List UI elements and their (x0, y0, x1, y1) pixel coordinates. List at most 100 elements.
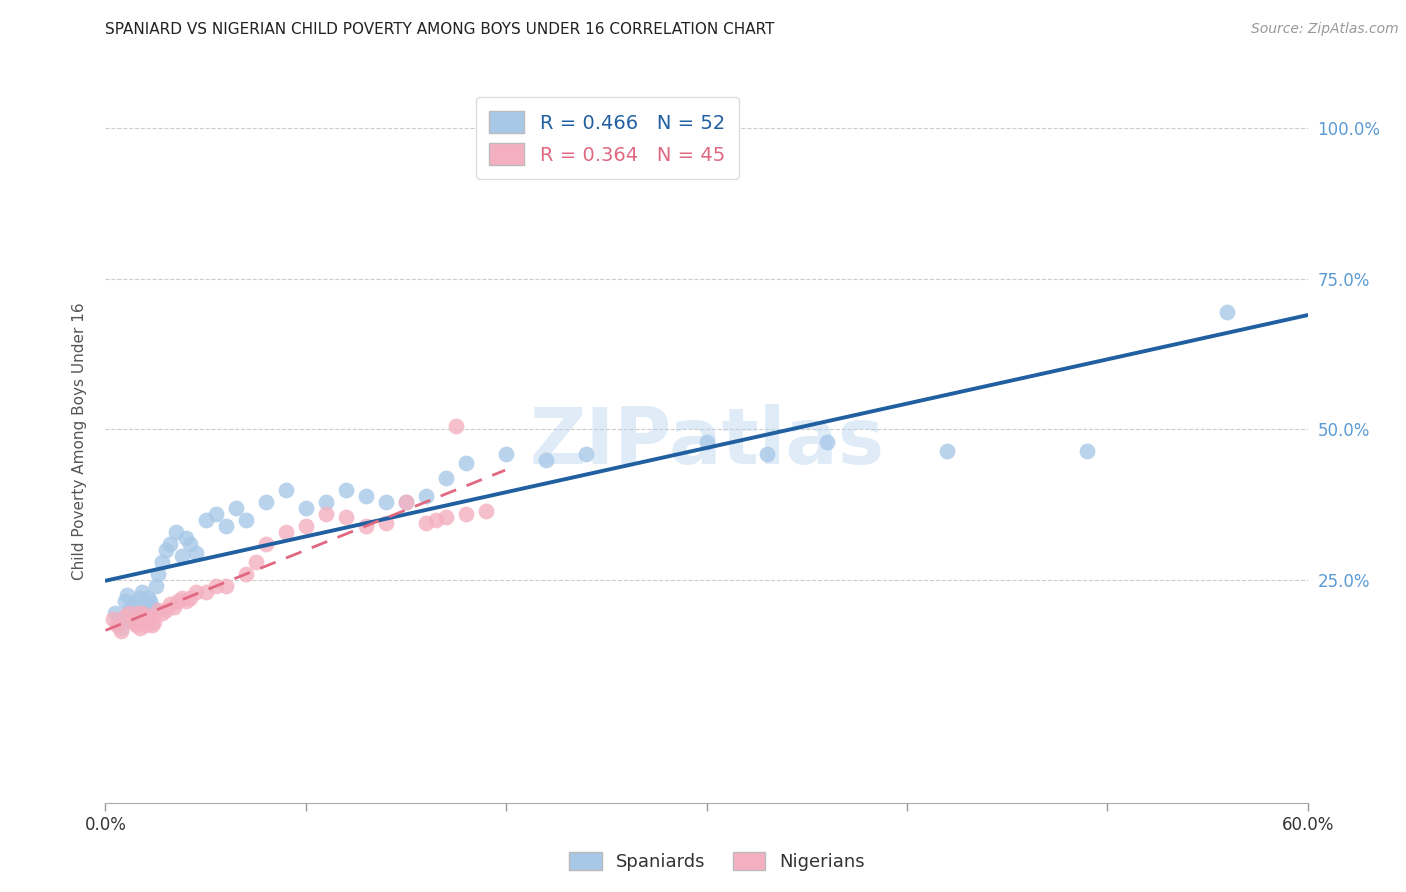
Point (179, 591, 201, 606)
Legend: R = 0.466   N = 52, R = 0.364   N = 45: R = 0.466 N = 52, R = 0.364 N = 45 (475, 97, 738, 179)
Point (141, 618, 163, 632)
Point (434, 509, 457, 524)
Point (434, 471, 457, 485)
Point (295, 500, 318, 515)
Point (127, 606, 149, 620)
Text: SPANIARD VS NIGERIAN CHILD POVERTY AMONG BOYS UNDER 16 CORRELATION CHART: SPANIARD VS NIGERIAN CHILD POVERTY AMONG… (105, 22, 775, 37)
Point (122, 615, 145, 630)
Point (117, 588, 139, 602)
Point (118, 603, 141, 617)
Point (815, 434, 838, 449)
Point (495, 447, 517, 461)
Point (107, 618, 129, 632)
Point (114, 594, 136, 608)
Point (415, 516, 437, 530)
Point (162, 600, 184, 615)
Point (104, 606, 127, 620)
Point (425, 513, 447, 527)
Point (128, 621, 150, 635)
Point (454, 507, 477, 521)
Point (254, 537, 277, 551)
Point (131, 606, 153, 620)
Point (335, 509, 357, 524)
Point (170, 591, 193, 606)
Point (155, 603, 177, 617)
Point (150, 555, 173, 569)
Point (295, 519, 318, 533)
Point (274, 524, 297, 539)
Point (235, 513, 257, 527)
Point (121, 612, 143, 626)
Point (444, 419, 467, 434)
Point (165, 524, 187, 539)
Point (696, 434, 718, 449)
Point (103, 612, 125, 626)
Point (110, 624, 132, 639)
Point (179, 537, 201, 551)
Text: ZIPatlas: ZIPatlas (529, 403, 884, 480)
Point (108, 612, 131, 626)
Point (534, 452, 557, 467)
Point (118, 606, 141, 620)
Point (254, 495, 277, 509)
Point (1076, 443, 1098, 458)
Point (146, 567, 169, 582)
Point (204, 507, 226, 521)
Point (335, 483, 357, 497)
Point (174, 531, 197, 545)
Point (135, 597, 157, 611)
Point (150, 606, 173, 620)
Point (138, 609, 160, 624)
Point (374, 495, 398, 509)
Point (114, 609, 136, 624)
Point (395, 495, 418, 509)
Point (135, 618, 157, 632)
Y-axis label: Child Poverty Among Boys Under 16: Child Poverty Among Boys Under 16 (72, 302, 87, 581)
Point (214, 579, 236, 593)
Point (755, 447, 778, 461)
Point (194, 513, 217, 527)
Point (127, 606, 149, 620)
Point (166, 594, 188, 608)
Legend: Spaniards, Nigerians: Spaniards, Nigerians (562, 845, 872, 879)
Point (575, 447, 598, 461)
Point (136, 612, 159, 626)
Point (131, 585, 153, 599)
Point (315, 495, 337, 509)
Point (194, 585, 217, 599)
Point (245, 555, 267, 569)
Point (145, 579, 167, 593)
Point (124, 618, 146, 632)
Point (274, 483, 297, 497)
Text: Source: ZipAtlas.com: Source: ZipAtlas.com (1251, 22, 1399, 37)
Point (1216, 305, 1239, 319)
Point (315, 507, 337, 521)
Point (159, 537, 181, 551)
Point (132, 603, 155, 617)
Point (415, 489, 437, 503)
Point (354, 519, 377, 533)
Point (141, 600, 163, 615)
Point (214, 519, 236, 533)
Point (155, 542, 177, 557)
Point (395, 495, 418, 509)
Point (374, 516, 398, 530)
Point (132, 612, 155, 626)
Point (174, 594, 197, 608)
Point (184, 585, 207, 599)
Point (146, 603, 169, 617)
Point (170, 549, 193, 563)
Point (204, 579, 226, 593)
Point (138, 594, 160, 608)
Point (142, 615, 165, 630)
Point (225, 500, 247, 515)
Point (110, 621, 132, 635)
Point (235, 567, 257, 582)
Point (128, 591, 150, 606)
Point (936, 443, 959, 458)
Point (124, 600, 146, 615)
Point (475, 504, 498, 518)
Point (454, 456, 477, 470)
Point (136, 591, 159, 606)
Point (122, 597, 145, 611)
